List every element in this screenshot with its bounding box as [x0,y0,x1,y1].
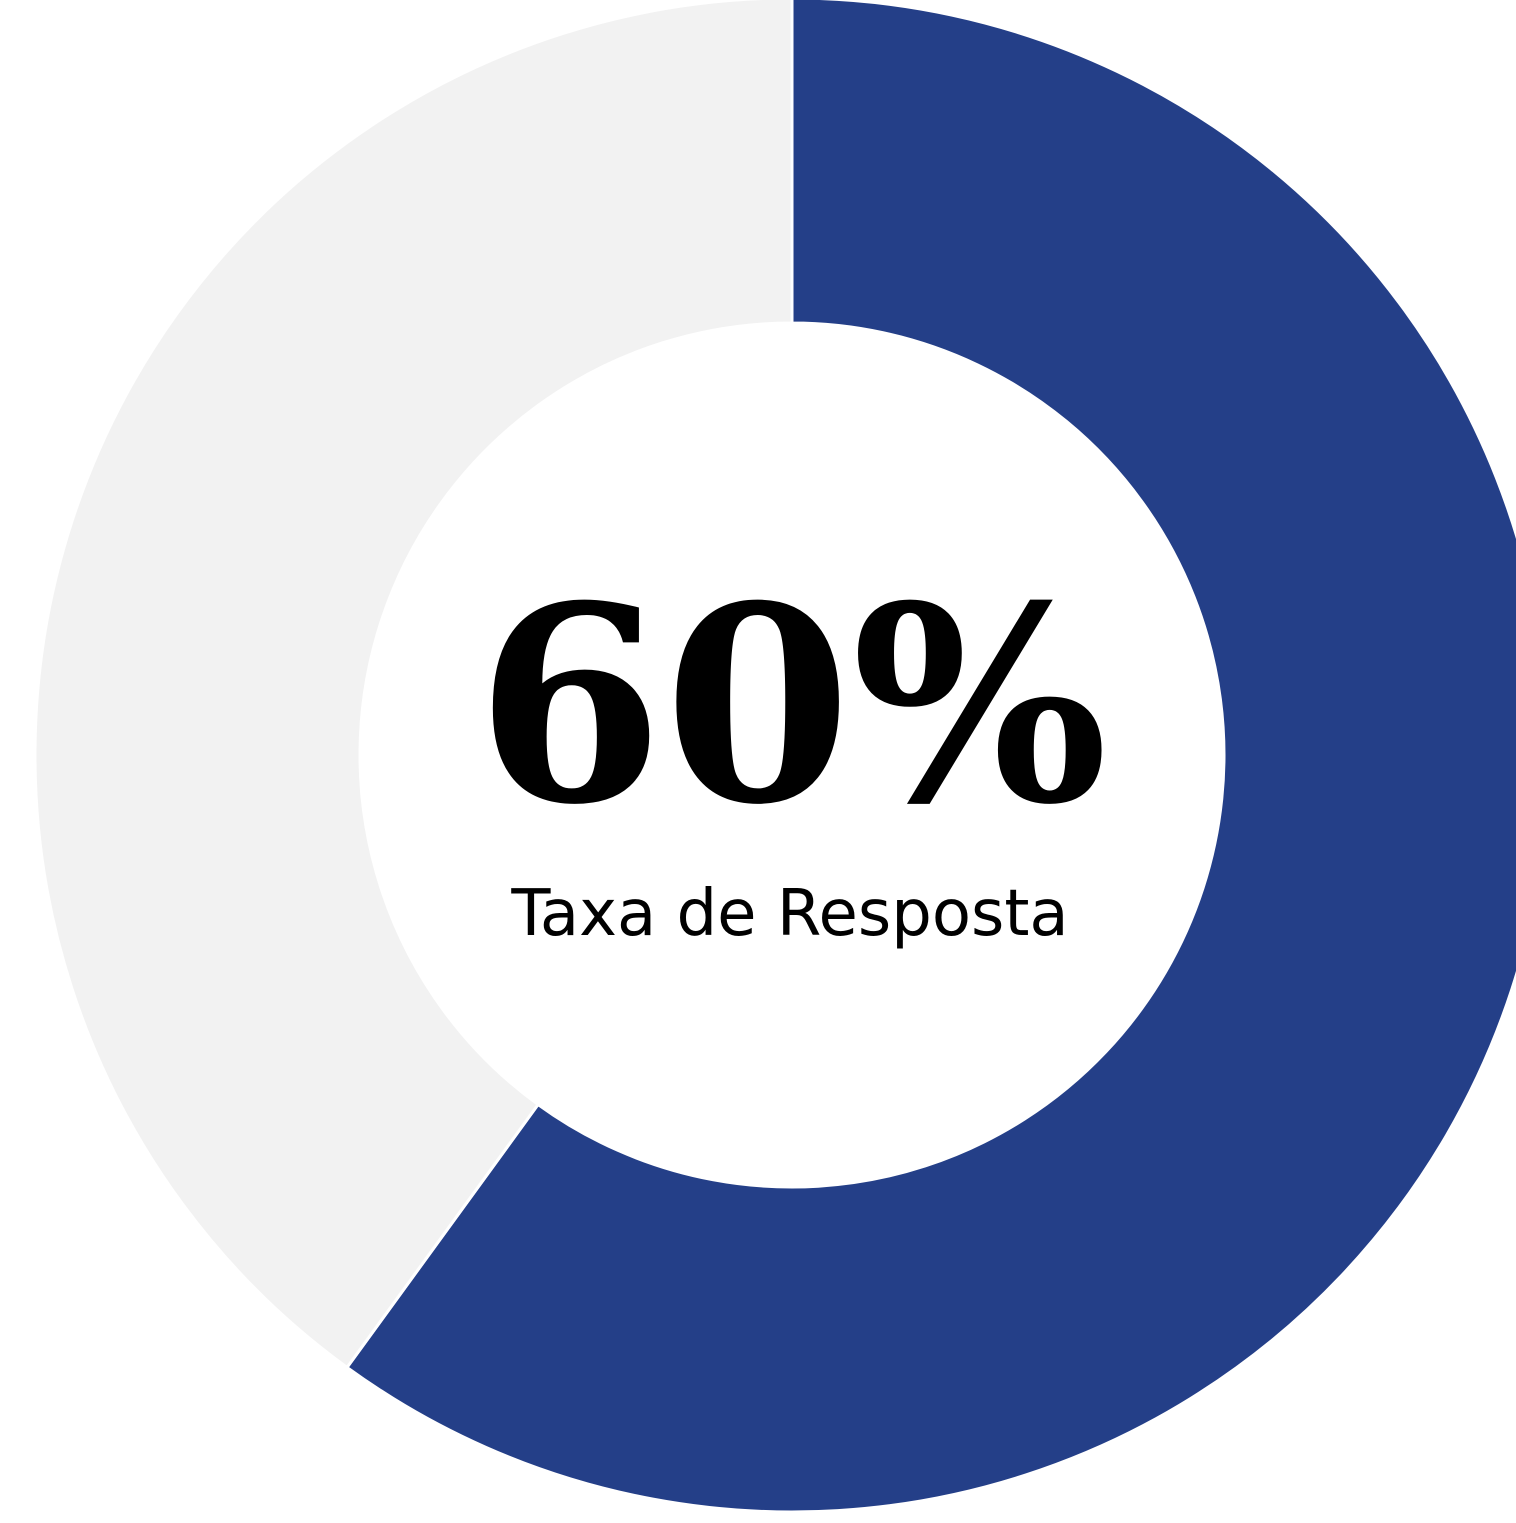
donut-segment [344,0,1516,1514]
segments [33,0,1516,1514]
donut-segment [33,0,794,1370]
center-label: Taxa de Resposta [510,877,1068,951]
center-value: 60% [476,546,1108,864]
